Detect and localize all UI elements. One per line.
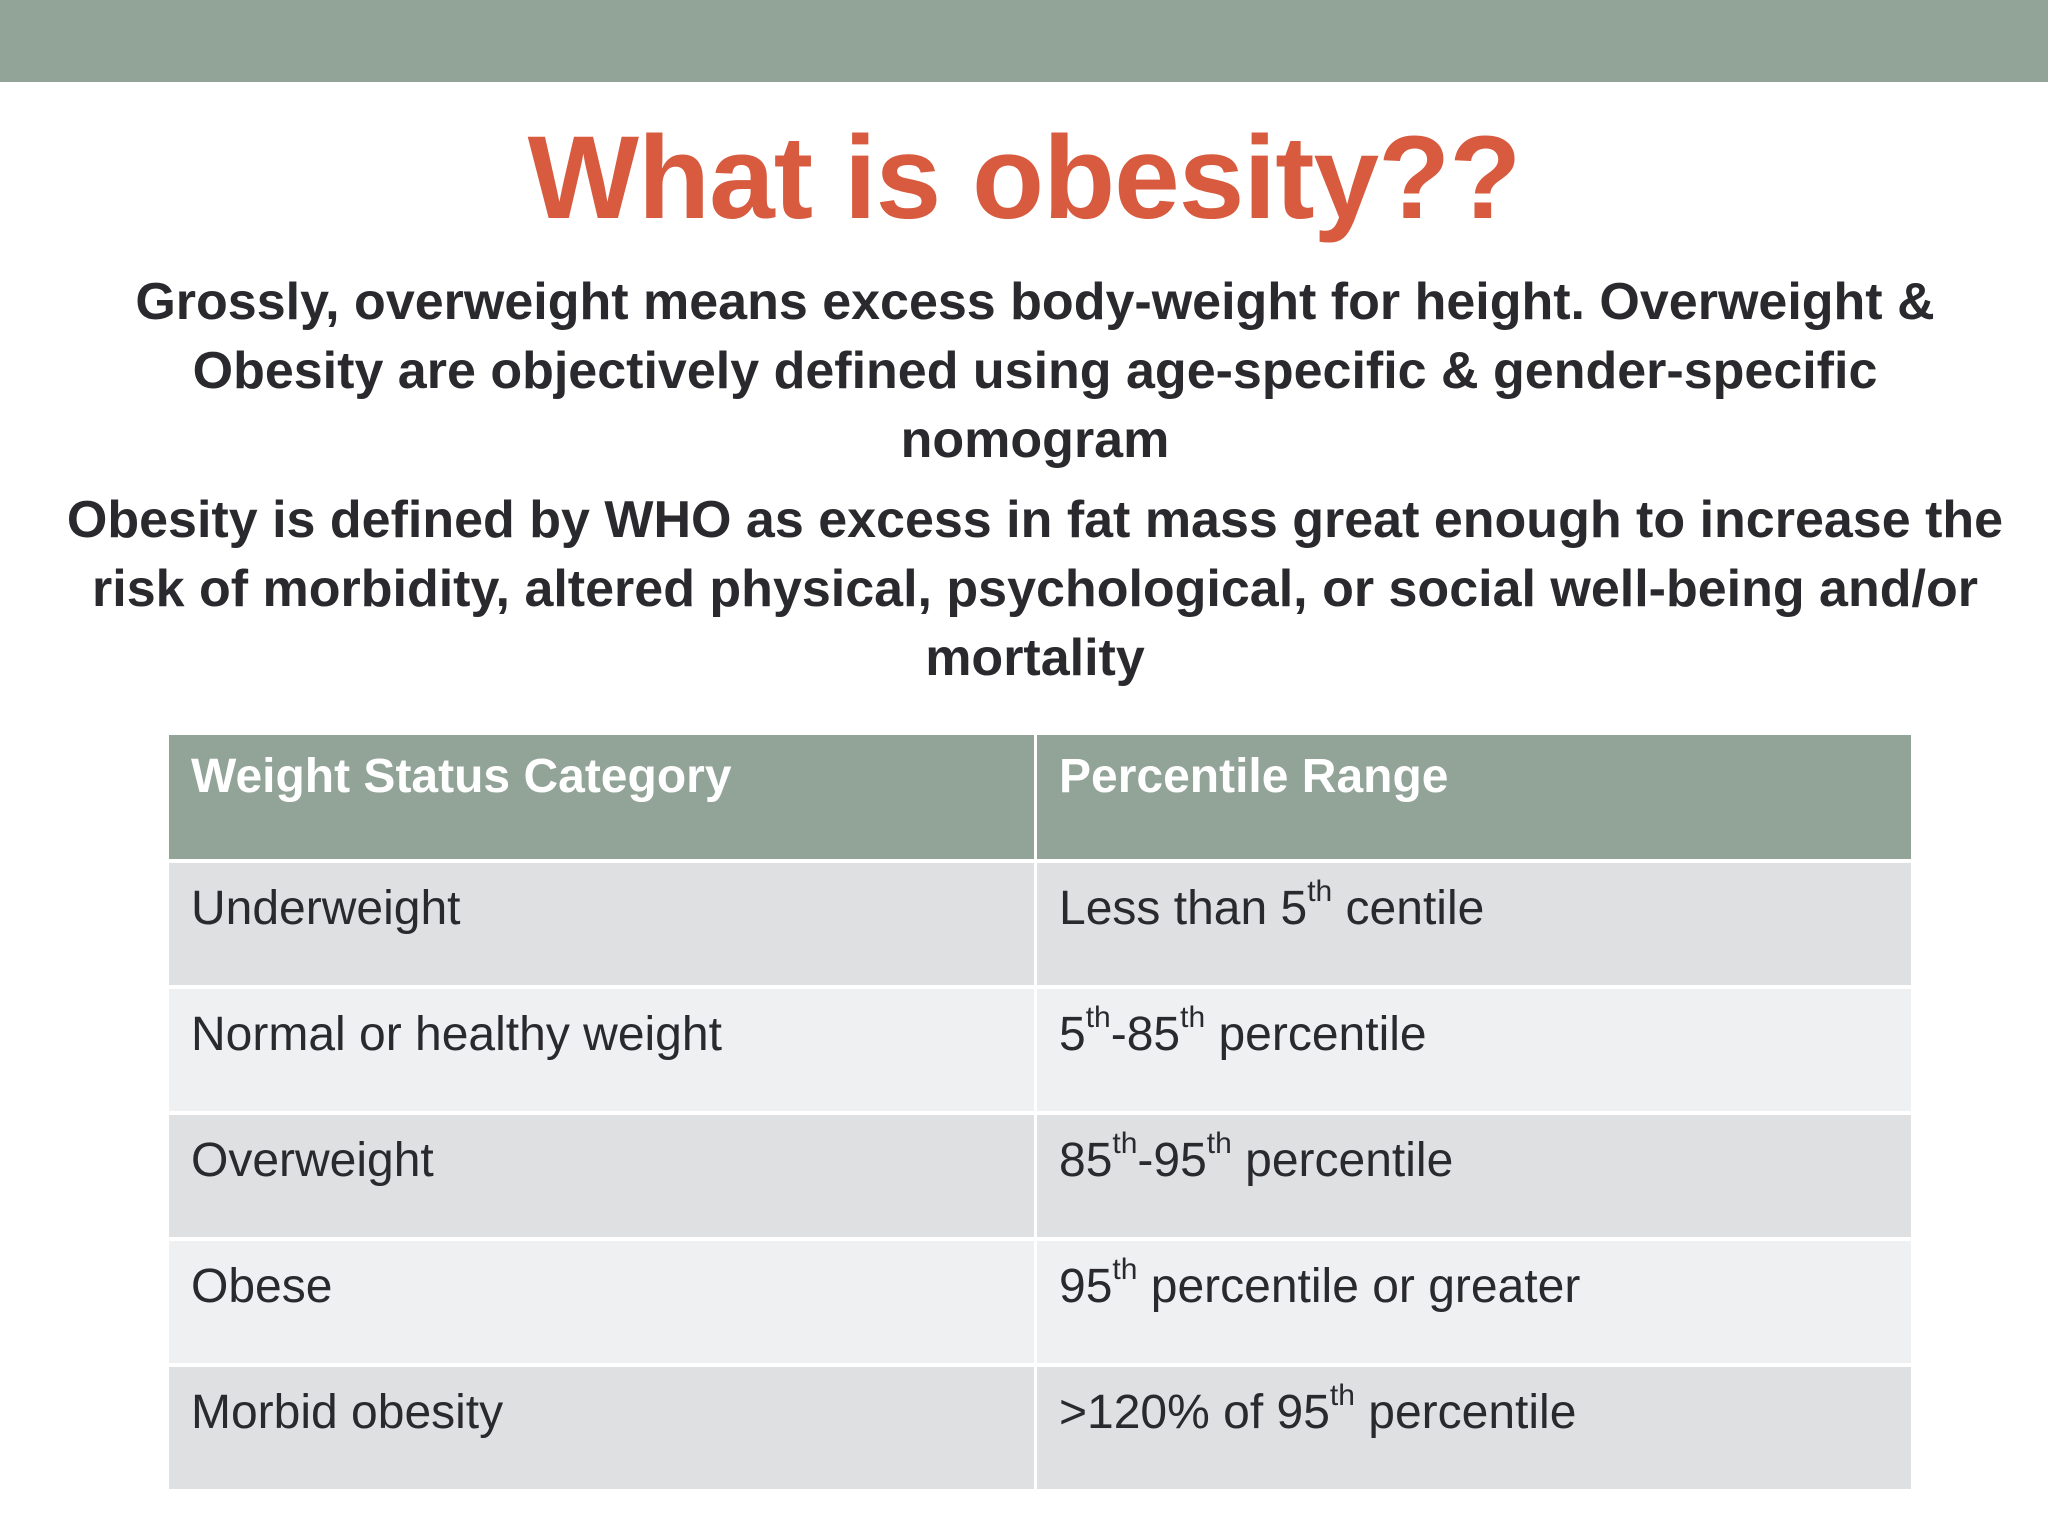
ordinal-suffix: th xyxy=(1329,1379,1355,1412)
percentile-range-cell: Less than 5th centile xyxy=(1037,863,1911,989)
ordinal-suffix: th xyxy=(1085,1001,1111,1034)
ordinal-suffix: th xyxy=(1112,1253,1138,1286)
ordinal-suffix: th xyxy=(1307,875,1333,908)
table-row: Normal or healthy weight 5th-85th percent… xyxy=(169,989,1911,1115)
range-text: >120% of 95 xyxy=(1059,1386,1330,1439)
percentile-range-cell: 5th-85th percentile xyxy=(1037,989,1911,1115)
definition-paragraph-overweight: Grossly, overweight means excess body-we… xyxy=(135,273,1935,469)
table-body: Underweight Less than 5th centile Normal o… xyxy=(169,863,1911,1493)
weight-category-cell: Normal or healthy weight xyxy=(169,989,1037,1115)
range-text: percentile xyxy=(1354,1386,1577,1439)
ordinal-suffix: th xyxy=(1112,1127,1138,1160)
range-text: Less than 5 xyxy=(1059,882,1308,935)
weight-category-cell: Morbid obesity xyxy=(169,1367,1037,1493)
range-text: -85 xyxy=(1110,1008,1181,1061)
percentile-range-cell: >120% of 95th percentile xyxy=(1037,1367,1911,1493)
column-header-percentile-range: Percentile Range xyxy=(1037,735,1911,863)
weight-category-cell: Obese xyxy=(169,1241,1037,1367)
weight-status-table-container: Weight Status Category Percentile Range … xyxy=(169,735,1911,1493)
ordinal-suffix: th xyxy=(1206,1127,1232,1160)
weight-category-cell: Overweight xyxy=(169,1115,1037,1241)
table-row: Underweight Less than 5th centile xyxy=(169,863,1911,989)
definition-paragraph-who: Obesity is defined by WHO as excess in f… xyxy=(66,491,2004,687)
range-text: -95 xyxy=(1137,1134,1207,1187)
range-text: percentile xyxy=(1231,1134,1454,1187)
range-text: centile xyxy=(1332,882,1485,935)
table-header-row: Weight Status Category Percentile Range xyxy=(169,735,1911,863)
column-header-category: Weight Status Category xyxy=(169,735,1037,863)
table-row: Obese 95th percentile or greater xyxy=(169,1241,1911,1367)
range-text: percentile or greater xyxy=(1137,1260,1581,1313)
weight-status-table: Weight Status Category Percentile Range … xyxy=(169,735,1911,1493)
table-row: Morbid obesity >120% of 95th percentile xyxy=(169,1367,1911,1493)
ordinal-suffix: th xyxy=(1180,1001,1206,1034)
slide-title: What is obesity?? xyxy=(527,112,1522,244)
range-text: 95 xyxy=(1059,1260,1113,1313)
range-text: 85 xyxy=(1059,1134,1113,1187)
header-band xyxy=(0,0,2048,82)
range-text: percentile xyxy=(1205,1008,1427,1061)
weight-category-cell: Underweight xyxy=(169,863,1037,989)
percentile-range-cell: 85th-95th percentile xyxy=(1037,1115,1911,1241)
percentile-range-cell: 95th percentile or greater xyxy=(1037,1241,1911,1367)
range-text: 5 xyxy=(1059,1008,1086,1061)
table-row: Overweight 85th-95th percentile xyxy=(169,1115,1911,1241)
